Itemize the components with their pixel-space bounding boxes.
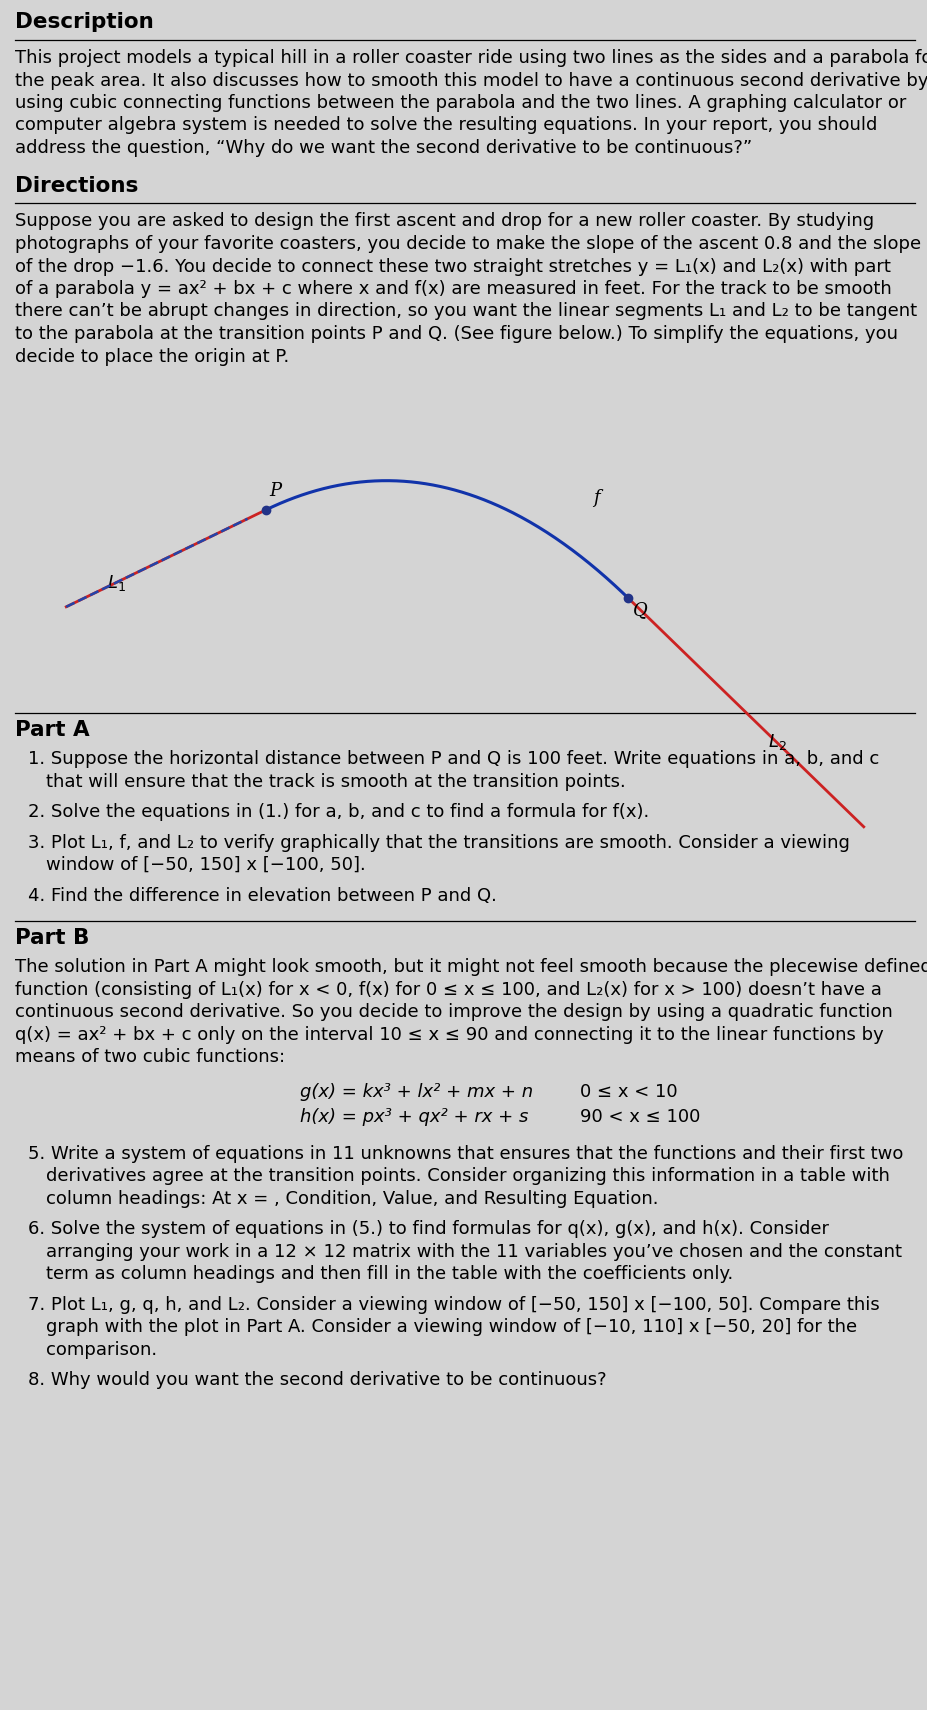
Text: q(x) = ax² + bx + c only on the interval 10 ≤ x ≤ 90 and connecting it to the li: q(x) = ax² + bx + c only on the interval…: [15, 1026, 883, 1043]
Text: means of two cubic functions:: means of two cubic functions:: [15, 1048, 285, 1065]
Text: Part A: Part A: [15, 720, 90, 740]
Text: of a parabola y = ax² + bx + c where x and f(x) are measured in feet. For the tr: of a parabola y = ax² + bx + c where x a…: [15, 280, 891, 298]
Text: function (consisting of L₁(x) for x < 0, f(x) for 0 ≤ x ≤ 100, and L₂(x) for x >: function (consisting of L₁(x) for x < 0,…: [15, 980, 881, 999]
Text: that will ensure that the track is smooth at the transition points.: that will ensure that the track is smoot…: [46, 773, 625, 790]
Text: using cubic connecting functions between the parabola and the two lines. A graph: using cubic connecting functions between…: [15, 94, 906, 111]
Text: 90 < x ≤ 100: 90 < x ≤ 100: [579, 1108, 700, 1125]
Text: arranging your work in a 12 × 12 matrix with the 11 variables you’ve chosen and : arranging your work in a 12 × 12 matrix …: [46, 1243, 901, 1260]
Text: The solution in Part A might look smooth, but it might not feel smooth because t: The solution in Part A might look smooth…: [15, 958, 927, 976]
Text: to the parabola at the transition points P and Q. (See figure below.) To simplif: to the parabola at the transition points…: [15, 325, 897, 344]
Text: This project models a typical hill in a roller coaster ride using two lines as t: This project models a typical hill in a …: [15, 50, 927, 67]
Text: $L_1$: $L_1$: [107, 573, 126, 593]
Text: term as column headings and then fill in the table with the coefficients only.: term as column headings and then fill in…: [46, 1265, 732, 1282]
Text: decide to place the origin at P.: decide to place the origin at P.: [15, 347, 289, 366]
Text: Suppose you are asked to design the first ascent and drop for a new roller coast: Suppose you are asked to design the firs…: [15, 212, 873, 231]
Text: the peak area. It also discusses how to smooth this model to have a continuous s: the peak area. It also discusses how to …: [15, 72, 927, 89]
Text: 2. Solve the equations in (1.) for a, b, and c to find a formula for f(x).: 2. Solve the equations in (1.) for a, b,…: [28, 804, 649, 821]
Text: 4. Find the difference in elevation between P and Q.: 4. Find the difference in elevation betw…: [28, 886, 496, 905]
Text: 1. Suppose the horizontal distance between P and Q is 100 feet. Write equations : 1. Suppose the horizontal distance betwe…: [28, 751, 878, 768]
Text: of the drop −1.6. You decide to connect these two straight stretches y = L₁(x) a: of the drop −1.6. You decide to connect …: [15, 258, 890, 275]
Text: 3. Plot L₁, f, and L₂ to verify graphically that the transitions are smooth. Con: 3. Plot L₁, f, and L₂ to verify graphica…: [28, 833, 849, 852]
Text: h(x) = px³ + qx² + rx + s: h(x) = px³ + qx² + rx + s: [299, 1108, 527, 1125]
Text: 8. Why would you want the second derivative to be continuous?: 8. Why would you want the second derivat…: [28, 1371, 606, 1389]
Text: Q: Q: [632, 600, 647, 619]
Text: P: P: [270, 482, 282, 499]
Text: comparison.: comparison.: [46, 1341, 157, 1358]
Text: f: f: [592, 489, 599, 506]
Text: graph with the plot in Part A. Consider a viewing window of [−10, 110] x [−50, 2: graph with the plot in Part A. Consider …: [46, 1318, 857, 1336]
Text: 6. Solve the system of equations in (5.) to find formulas for q(x), g(x), and h(: 6. Solve the system of equations in (5.)…: [28, 1219, 828, 1238]
Text: window of [−50, 150] x [−100, 50].: window of [−50, 150] x [−100, 50].: [46, 857, 365, 874]
Text: 5. Write a system of equations in 11 unknowns that ensures that the functions an: 5. Write a system of equations in 11 unk…: [28, 1144, 902, 1163]
Text: 7. Plot L₁, g, q, h, and L₂. Consider a viewing window of [−50, 150] x [−100, 50: 7. Plot L₁, g, q, h, and L₂. Consider a …: [28, 1296, 879, 1313]
Text: g(x) = kx³ + lx² + mx + n: g(x) = kx³ + lx² + mx + n: [299, 1082, 532, 1101]
Text: photographs of your favorite coasters, you decide to make the slope of the ascen: photographs of your favorite coasters, y…: [15, 234, 921, 253]
Text: computer algebra system is needed to solve the resulting equations. In your repo: computer algebra system is needed to sol…: [15, 116, 876, 135]
Text: $L_2$: $L_2$: [767, 732, 786, 752]
Text: derivatives agree at the transition points. Consider organizing this information: derivatives agree at the transition poin…: [46, 1166, 889, 1185]
Text: there can’t be abrupt changes in direction, so you want the linear segments L₁ a: there can’t be abrupt changes in directi…: [15, 303, 916, 320]
Text: continuous second derivative. So you decide to improve the design by using a qua: continuous second derivative. So you dec…: [15, 1004, 892, 1021]
Text: address the question, “Why do we want the second derivative to be continuous?”: address the question, “Why do we want th…: [15, 139, 752, 157]
Text: column headings: At x = , Condition, Value, and Resulting Equation.: column headings: At x = , Condition, Val…: [46, 1190, 658, 1207]
Text: 0 ≤ x < 10: 0 ≤ x < 10: [579, 1082, 677, 1101]
Text: Directions: Directions: [15, 176, 138, 195]
Text: Description: Description: [15, 12, 154, 32]
Text: Part B: Part B: [15, 929, 89, 947]
